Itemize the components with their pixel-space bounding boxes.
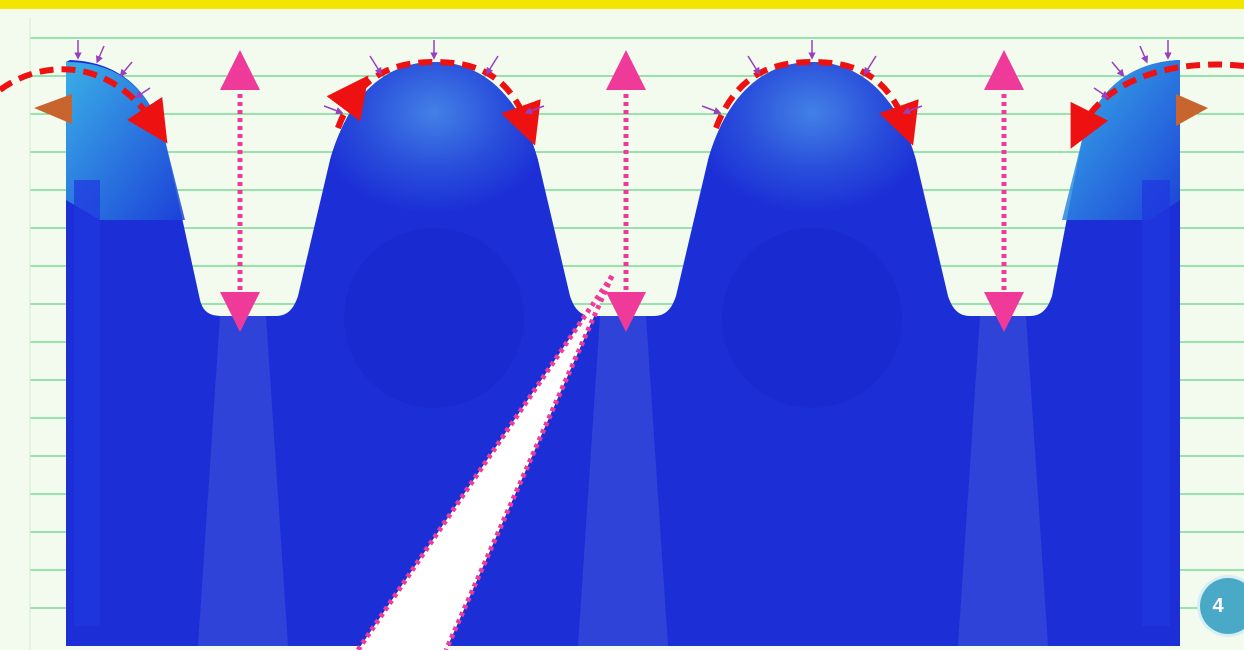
page-number-badge: 4	[1200, 578, 1244, 634]
root-columns	[198, 316, 1048, 646]
page-number-text: 4	[1212, 594, 1224, 617]
top-accent-bar	[0, 0, 1244, 9]
left-edge-strip	[74, 180, 100, 626]
left-tip-spike	[34, 94, 72, 124]
callout-wedge	[355, 274, 615, 650]
hub-left	[344, 228, 524, 408]
hub-right	[722, 228, 902, 408]
force-arrows	[74, 40, 1172, 115]
dotted-height-arrows	[220, 49, 1024, 332]
right-edge-strip	[1142, 180, 1170, 626]
dashed-tip-arcs	[0, 58, 1244, 149]
right-tip-spike	[1176, 94, 1208, 126]
tooth-shading	[66, 60, 1180, 230]
